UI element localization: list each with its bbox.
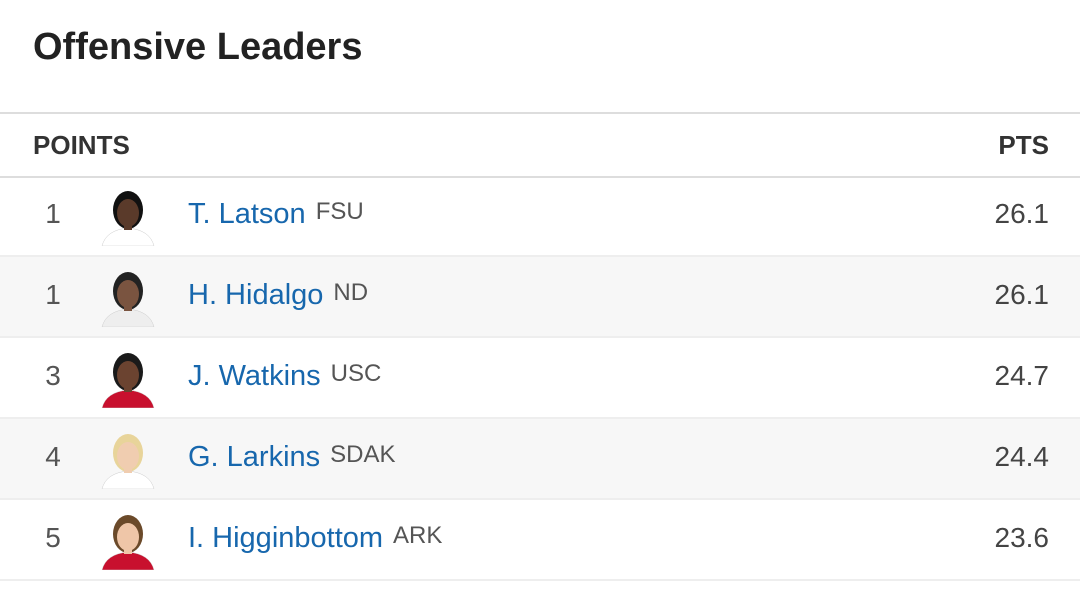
table-row: 1 H. Hidalgo ND 26.1: [0, 257, 1080, 338]
table-row: 3 J. Watkins USC 24.7: [0, 338, 1080, 419]
player-name[interactable]: J. Watkins USC: [188, 360, 382, 392]
player-avatar: [101, 434, 155, 489]
table-row: 4 G. Larkins SDAK 24.4: [0, 419, 1080, 500]
player-name[interactable]: I. Higginbottom ARK: [188, 522, 443, 554]
title: Offensive Leaders: [33, 26, 363, 68]
rank: 1: [45, 198, 61, 229]
team: ND: [333, 279, 369, 306]
rank: 4: [45, 441, 61, 472]
rank: 1: [45, 279, 61, 310]
player-name[interactable]: G. Larkins SDAK: [188, 441, 396, 473]
points: 24.7: [994, 360, 1050, 391]
player-avatar: [101, 353, 155, 408]
points: 24.4: [994, 441, 1050, 472]
player-avatar: [101, 515, 155, 570]
column-header: PTS: [998, 130, 1049, 160]
table-row: 1 T. Latson FSU 26.1: [0, 176, 1080, 257]
player-avatar: [101, 272, 155, 327]
team: FSU: [315, 198, 364, 225]
player-avatar: [101, 191, 155, 246]
points: 26.1: [994, 279, 1050, 310]
table-row: 5 I. Higginbottom ARK 23.6: [0, 500, 1080, 581]
team: USC: [330, 360, 382, 387]
team: SDAK: [330, 441, 396, 468]
points: 23.6: [994, 522, 1050, 553]
player-name[interactable]: T. Latson FSU: [188, 198, 364, 230]
rank: 5: [45, 522, 61, 553]
player-name[interactable]: H. Hidalgo ND: [188, 279, 369, 311]
table-header: POINTS PTS: [0, 112, 1080, 178]
team: ARK: [393, 522, 443, 549]
points: 26.1: [994, 198, 1050, 229]
column-header: POINTS: [33, 130, 130, 160]
table-body: 1 T. Latson FSU 26.1 1 H. Hidalgo ND 26.1 3 J.…: [0, 176, 1080, 581]
rank: 3: [45, 360, 61, 391]
